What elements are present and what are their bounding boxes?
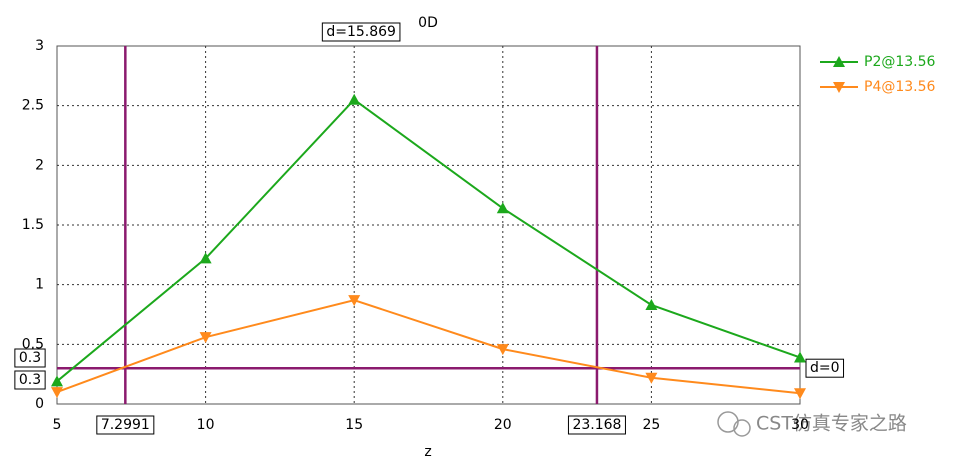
data-point [348,295,361,307]
data-point [51,375,63,387]
x-marker-label-box [96,415,155,435]
data-point [199,252,212,264]
y-marker-distance-box [805,358,845,378]
y-tick-label: 2.5 [22,98,44,114]
legend-label: P2@13.56 [864,54,936,70]
x-tick-label: 20 [494,417,512,433]
x-axis-label: z [424,444,431,460]
x-tick-label: 15 [345,417,363,433]
x-tick-label: 5 [53,417,62,433]
watermark-icon [717,411,751,437]
x-tick-label: 30 [791,417,809,433]
data-point [794,388,806,400]
y-tick-label: 1.5 [22,217,44,233]
y-marker-label-box [14,348,46,368]
data-point [51,387,63,399]
x-tick-label: 25 [642,417,660,433]
x-tick-label: 10 [197,417,215,433]
data-point [199,332,212,344]
x-marker-label-box [567,415,626,435]
y-tick-label: 2 [35,157,44,173]
y-marker-label: 0.3 [19,350,41,366]
legend-label: P4@13.56 [864,79,936,95]
x-marker-distance: d=15.869 [326,24,396,40]
data-point [794,351,806,363]
series-line [56,299,801,395]
y-marker-label: 0.3 [19,372,41,388]
y-tick-label: 3 [35,38,44,54]
y-marker-label-box [14,370,46,390]
legend-marker [833,82,845,93]
y-tick-label: 0 [35,396,44,412]
x-marker-label: 23.168 [572,417,621,433]
x-marker-distance-box [321,22,401,42]
watermark: CST仿真专家之路 [756,413,907,435]
series-line [56,98,801,383]
y-tick-label: 1 [35,277,44,293]
data-point [496,202,509,214]
legend-marker [833,56,845,67]
data-point [348,93,361,105]
data-point [645,372,658,384]
data-point [496,344,509,356]
x-marker-label: 7.2991 [101,417,150,433]
y-marker-distance: d=0 [810,360,840,376]
chart-title: 0D [418,15,438,31]
data-point [645,298,658,310]
y-tick-label: 0.5 [22,336,44,352]
